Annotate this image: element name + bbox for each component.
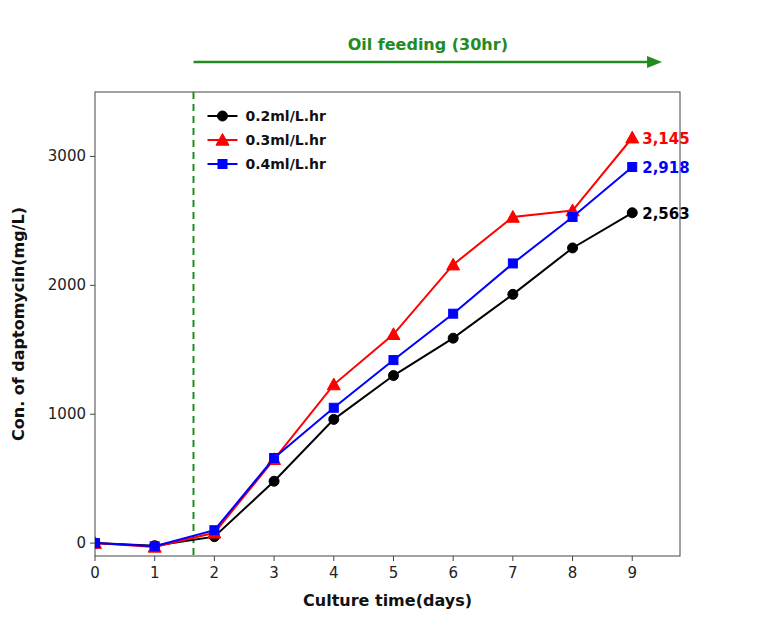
data-point [448, 333, 458, 343]
x-tick-label: 3 [269, 564, 279, 582]
data-point [95, 538, 100, 548]
x-tick [214, 556, 215, 561]
y-tick-label: 3000 [48, 147, 86, 165]
y-tick [90, 543, 95, 544]
y-tick-label: 2000 [48, 276, 86, 294]
x-tick [453, 556, 454, 561]
data-point [208, 526, 221, 538]
x-tick [632, 556, 633, 561]
data-point [270, 454, 279, 463]
data-point [568, 243, 578, 253]
x-tick [512, 556, 513, 561]
x-tick-label: 9 [627, 564, 637, 582]
x-tick-label: 4 [329, 564, 339, 582]
data-point [329, 414, 339, 424]
data-point [268, 453, 281, 465]
legend-marker [217, 111, 227, 121]
x-tick-label: 0 [90, 564, 100, 582]
arrow-group: Oil feeding (30hr) [193, 35, 662, 68]
series-line [95, 213, 632, 546]
y-tick-label: 1000 [48, 405, 86, 423]
legend-marker [218, 160, 227, 169]
data-point [447, 258, 460, 270]
legend: 0.2ml/L.hr 0.3ml/L.hr 0.4ml/L.hr [207, 108, 326, 172]
y-tick [90, 414, 95, 415]
data-point [150, 542, 159, 551]
data-point [327, 378, 340, 390]
data-point [508, 289, 518, 299]
y-tick [90, 285, 95, 286]
data-point [627, 208, 637, 218]
data-point [329, 403, 338, 412]
plot-frame [95, 92, 680, 556]
data-point [506, 211, 519, 223]
data-point [449, 309, 458, 318]
arrow-head [647, 56, 662, 68]
arrow [193, 61, 648, 64]
x-tick [393, 556, 394, 561]
x-tick [572, 556, 573, 561]
data-point [628, 163, 637, 172]
data-point [508, 259, 517, 268]
data-point [387, 328, 400, 340]
series-line [95, 138, 632, 547]
x-tick-label: 2 [210, 564, 220, 582]
x-tick [154, 556, 155, 561]
y-tick [90, 156, 95, 157]
x-tick-label: 8 [568, 564, 578, 582]
plot-data [95, 92, 639, 556]
data-point [150, 541, 160, 551]
x-tick [274, 556, 275, 561]
x-tick-label: 7 [508, 564, 518, 582]
end-label: 3,145 [642, 130, 689, 148]
annotations: 3,145 2,918 2,563 [642, 130, 689, 223]
x-tick-label: 5 [389, 564, 399, 582]
legend-marker [216, 134, 229, 146]
x-tick-label: 6 [448, 564, 458, 582]
end-label: 2,563 [642, 205, 689, 223]
data-point [568, 213, 577, 222]
legend-label: 0.2ml/L.hr [245, 108, 326, 124]
x-tick [95, 556, 96, 561]
data-point [389, 356, 398, 365]
y-axis-label: Con. of daptomycin(mg/L) [9, 207, 28, 441]
data-point [269, 476, 279, 486]
legend-label: 0.3ml/L.hr [245, 132, 326, 148]
data-point [626, 131, 639, 143]
data-point [210, 526, 219, 535]
data-point [95, 539, 100, 548]
data-point [148, 540, 161, 552]
chart: 0 1 2 3 4 5 6 7 8 9 0 1000 2000 3000 Culture time(days… [0, 0, 760, 628]
y-tick-label: 0 [76, 534, 86, 552]
legend-label: 0.4ml/L.hr [245, 156, 326, 172]
end-label: 2,918 [642, 159, 689, 177]
data-point [388, 371, 398, 381]
x-axis-label: Culture time(days) [303, 591, 472, 610]
reference-line [192, 92, 194, 556]
arrow-label: Oil feeding (30hr) [348, 35, 508, 54]
series-line [95, 167, 632, 546]
x-tick [333, 556, 334, 561]
x-tick-label: 1 [150, 564, 160, 582]
